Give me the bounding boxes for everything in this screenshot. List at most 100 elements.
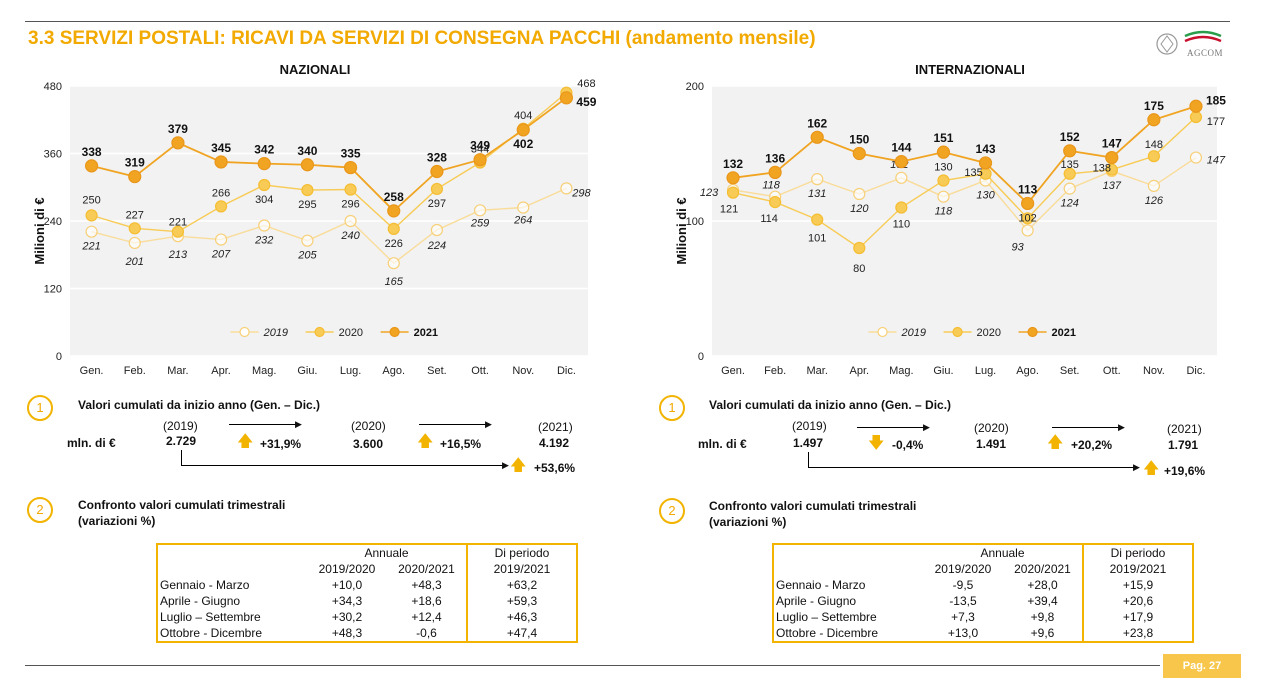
variation-2019-2021: +53,6%	[534, 461, 576, 475]
arrow-up-icon: 🡅	[417, 433, 434, 450]
point-2020	[430, 182, 444, 196]
table-row: Gennaio - Marzo +10,0 +48,3 +63,2	[157, 577, 577, 593]
data-label-2019: 118	[762, 180, 780, 192]
data-label-2020: 221	[169, 217, 187, 229]
point-2019	[517, 201, 530, 214]
header-annuale: Annuale	[980, 546, 1025, 560]
year-2019-value: 1.497	[793, 436, 824, 450]
row-label: Gennaio - Marzo	[160, 578, 250, 592]
data-label-2021: 152	[1060, 130, 1080, 144]
legend-marker-2020	[314, 326, 325, 338]
legend-label-2019: 2019	[263, 327, 288, 339]
col-header: 2019/2020	[934, 562, 992, 576]
point-2020	[387, 222, 400, 235]
year-2020-value: 1.491	[976, 437, 1007, 451]
data-label-2021: 175	[1144, 99, 1164, 113]
x-tick-label: Nov.	[512, 365, 534, 377]
data-label-2020: 468	[577, 78, 595, 90]
point-2021	[214, 155, 228, 169]
table-row: Luglio – Settembre +7,3 +9,8 +17,9	[773, 609, 1193, 625]
data-label-2020: 80	[853, 263, 865, 275]
col-header: 2020/2021	[398, 562, 455, 576]
data-label-2020: 102	[1018, 212, 1036, 224]
row-label: Luglio – Settembre	[776, 610, 877, 624]
point-2019	[301, 234, 314, 247]
arrow-head-icon: ▶	[295, 419, 302, 429]
point-2019	[895, 171, 908, 184]
legend-label-2020: 2020	[339, 327, 363, 339]
section-number-badge: 1	[659, 395, 685, 421]
point-2020	[171, 225, 185, 238]
legend-marker-2019	[239, 326, 250, 338]
x-tick-label: Giu.	[297, 365, 317, 377]
legend-label-2021: 2021	[1052, 327, 1076, 339]
legend-label-2019: 2019	[901, 327, 926, 339]
section-number-badge: 2	[27, 497, 53, 523]
data-label-2020: 121	[720, 204, 738, 216]
table-row: Ottobre - Dicembre +13,0 +9,6 +23,8	[773, 625, 1193, 642]
data-label-2021: 328	[427, 151, 447, 165]
point-2019	[430, 223, 444, 237]
data-label-2020: 226	[385, 238, 403, 250]
point-2019	[1189, 151, 1203, 164]
x-tick-label: Apr.	[211, 365, 231, 377]
quarterly-title: Confronto valori cumulati trimestrali	[709, 499, 917, 513]
x-tick-label: Ago.	[1016, 365, 1039, 377]
series-line-2019	[732, 156, 1197, 232]
data-label-2020: 101	[808, 233, 826, 245]
data-label-2019: 259	[470, 217, 489, 229]
x-tick-label: Ott.	[1103, 365, 1121, 377]
data-label-2019: 137	[1103, 180, 1122, 192]
data-label-2021: 340	[297, 144, 317, 158]
x-tick-label: Set.	[1060, 365, 1080, 377]
arrow-2020-2021	[1052, 427, 1120, 428]
data-label-2020: 138	[1093, 163, 1111, 175]
logo-text: AGCOM	[1187, 48, 1224, 58]
row-label: Ottobre - Dicembre	[776, 626, 879, 640]
quarterly-subtitle: (variazioni %)	[709, 515, 787, 529]
quarterly-table: Annuale Di periodo 2019/2020 2020/2021 2…	[156, 543, 578, 643]
cell: +9,6	[1030, 626, 1055, 640]
data-label-2019: 205	[297, 250, 317, 262]
data-label-2021: 402	[513, 137, 533, 151]
point-2020	[85, 209, 98, 222]
arrow-2019-2021	[808, 467, 1135, 468]
point-2019	[1063, 182, 1076, 195]
y-axis-label: Milioni di €	[674, 197, 689, 264]
variation-2019-2020: +31,9%	[260, 437, 302, 451]
x-tick-label: Nov.	[1143, 365, 1165, 377]
arrow-head-icon: ▶	[485, 419, 492, 429]
cell: -13,5	[949, 594, 977, 608]
row-label: Aprile - Giugno	[776, 594, 857, 608]
arrow-up-icon: 🡅	[1143, 460, 1160, 477]
data-label-2019: 213	[168, 249, 188, 261]
variation-2019-2021: +19,6%	[1164, 464, 1206, 478]
x-tick-label: Dic.	[1186, 365, 1205, 377]
data-label-2019: 232	[254, 235, 273, 247]
page-number: Pag. 27	[1163, 654, 1241, 678]
data-label-2020: 250	[82, 194, 100, 206]
year-2021-value: 4.192	[539, 436, 570, 450]
point-2019	[214, 233, 228, 246]
point-2019	[473, 204, 487, 217]
legend-marker-2021	[1027, 326, 1038, 338]
data-label-2019: 165	[385, 276, 404, 288]
point-2019	[387, 257, 400, 270]
data-label-2020: 404	[514, 110, 532, 122]
x-tick-label: Gen.	[80, 365, 104, 377]
data-label-2019: 298	[571, 187, 591, 199]
cell: +15,9	[1082, 577, 1193, 593]
data-label-2020: 135	[964, 167, 982, 179]
series-line-2021	[91, 97, 567, 213]
table-row: Aprile - Giugno +34,3 +18,6 +59,3	[157, 593, 577, 609]
data-label-2020: 148	[1145, 139, 1163, 151]
year-2021-value: 1.791	[1168, 438, 1199, 452]
x-tick-label: Feb.	[124, 365, 146, 377]
row-label: Ottobre - Dicembre	[160, 626, 263, 640]
x-tick-label: Apr.	[850, 365, 870, 377]
arrow-down-icon: 🡇	[868, 435, 885, 452]
connector-line	[808, 452, 809, 467]
table-row: Gennaio - Marzo -9,5 +28,0 +15,9	[773, 577, 1193, 593]
chart-title-nazionali: NAZIONALI	[279, 62, 351, 77]
point-2020	[853, 241, 866, 255]
